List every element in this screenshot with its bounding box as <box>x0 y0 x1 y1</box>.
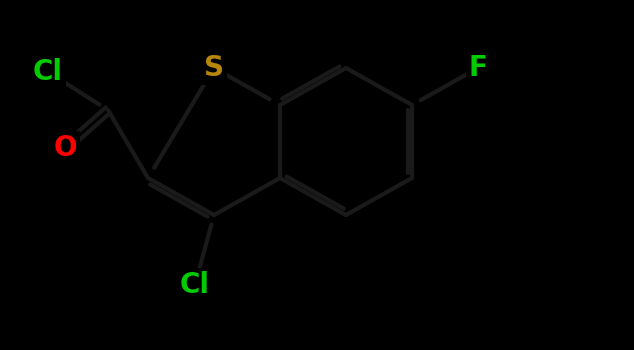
Text: F: F <box>469 54 488 82</box>
Text: Cl: Cl <box>33 58 63 86</box>
Text: Cl: Cl <box>180 271 210 299</box>
Text: S: S <box>204 54 224 82</box>
Text: O: O <box>53 134 77 162</box>
